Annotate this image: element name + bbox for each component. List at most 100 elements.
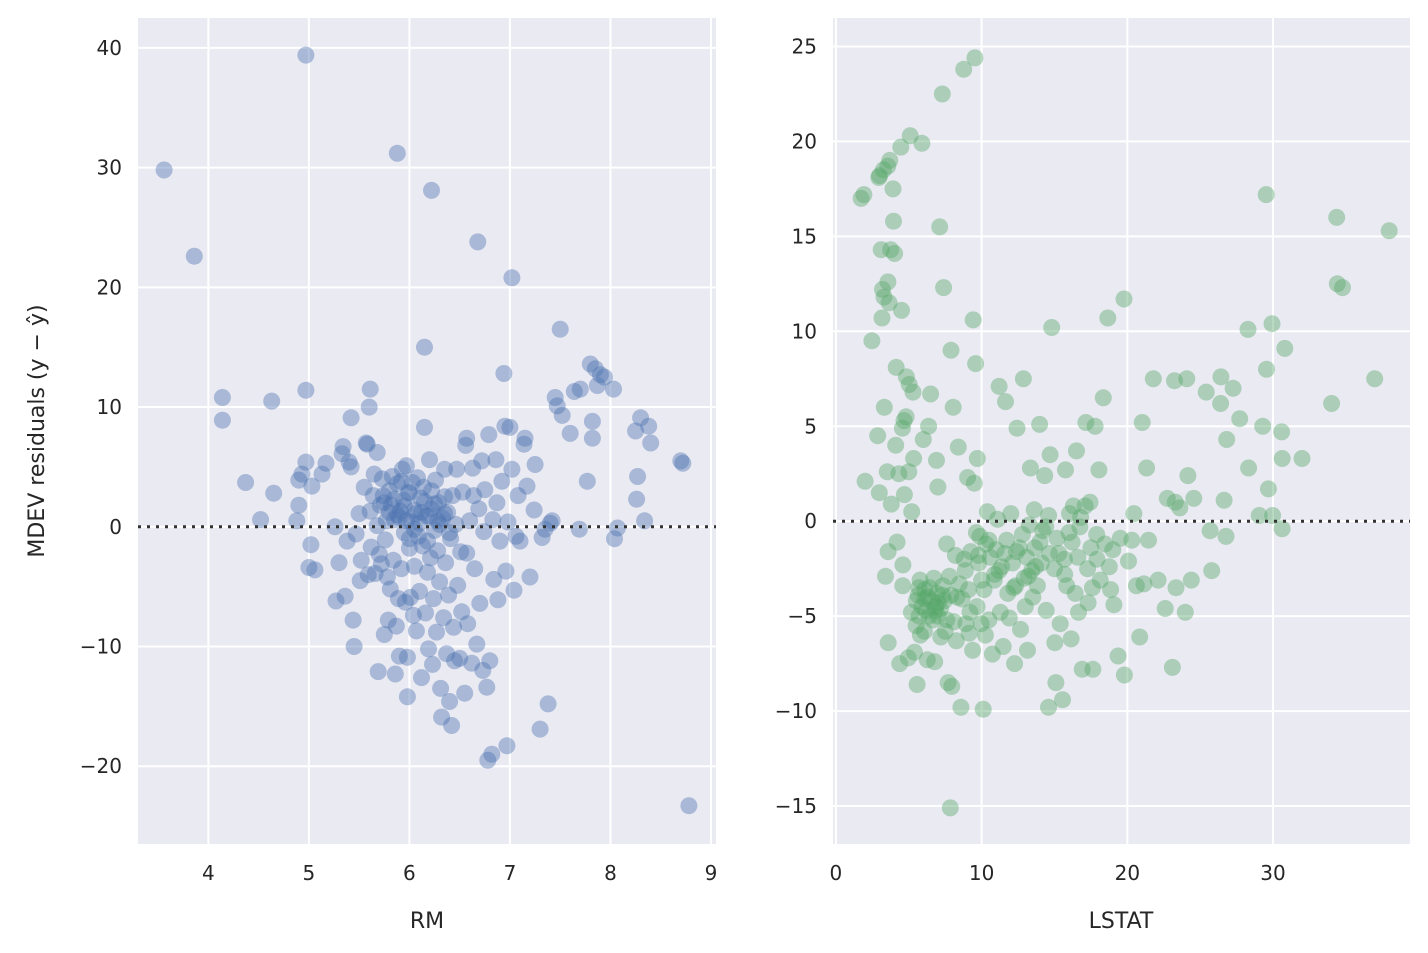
scatter-point: [425, 590, 442, 608]
scatter-point: [980, 611, 998, 629]
scatter-point: [503, 460, 521, 478]
scatter-point: [879, 543, 897, 561]
scatter-point: [442, 530, 460, 548]
scatter-point: [917, 601, 935, 619]
scatter-point: [968, 598, 986, 616]
scatter-point: [400, 530, 418, 548]
scatter-point: [910, 579, 928, 597]
scatter-point: [1088, 550, 1106, 568]
scatter-point: [900, 463, 918, 481]
scatter-point: [1166, 372, 1183, 390]
scatter-point: [480, 426, 498, 444]
scatter-point: [583, 429, 601, 447]
scatter-point: [447, 515, 465, 533]
scatter-point: [505, 581, 523, 599]
scatter-point: [446, 652, 464, 670]
scatter-point: [1263, 315, 1281, 333]
scatter-point: [525, 501, 543, 519]
scatter-point: [347, 525, 365, 543]
scatter-point: [919, 588, 937, 606]
scatter-point: [964, 311, 982, 329]
scatter-point: [1004, 554, 1021, 572]
scatter-point: [882, 495, 900, 513]
x-axis-label: LSTAT: [1089, 909, 1154, 934]
scatter-point: [415, 478, 432, 496]
scatter-point: [419, 532, 436, 550]
scatter-point: [386, 665, 404, 683]
scatter-point: [1197, 383, 1215, 401]
scatter-point: [570, 520, 588, 538]
scatter-point: [1178, 370, 1196, 388]
scatter-point: [1048, 529, 1066, 547]
scatter-point: [1328, 275, 1346, 293]
scatter-point: [440, 586, 458, 604]
scatter-point: [379, 611, 397, 629]
scatter-point: [1099, 309, 1117, 327]
scatter-point: [475, 523, 493, 541]
scatter-point: [938, 535, 956, 553]
y-axis-label: MDEV residuals (y − ŷ): [25, 304, 50, 557]
scatter-point: [874, 281, 891, 298]
scatter-point: [388, 144, 406, 162]
scatter-point: [976, 626, 994, 644]
scatter-point: [875, 398, 893, 416]
scatter-point: [606, 530, 623, 548]
scatter-point: [1120, 552, 1137, 570]
plot-area-background: [138, 18, 716, 844]
scatter-point: [901, 127, 919, 145]
scatter-point: [397, 512, 415, 530]
scatter-point: [911, 571, 929, 589]
scatter-point: [1217, 527, 1235, 545]
scatter-point: [1084, 660, 1102, 678]
scatter-point: [1091, 571, 1109, 589]
scatter-point: [155, 161, 173, 179]
scatter-point: [967, 524, 985, 542]
y-tick-label: 40: [97, 36, 122, 60]
scatter-points: [852, 49, 1398, 817]
scatter-point: [1077, 414, 1095, 431]
y-tick-label: 15: [792, 224, 817, 248]
scatter-point: [1013, 526, 1031, 543]
scatter-point: [326, 518, 344, 536]
scatter-point: [357, 434, 375, 452]
y-tick-label: 0: [109, 515, 122, 539]
scatter-point: [1096, 535, 1114, 553]
scatter-point: [928, 451, 945, 469]
scatter-point: [1127, 577, 1145, 595]
scatter-point: [360, 398, 378, 416]
scatter-point: [411, 514, 428, 532]
scatter-point: [996, 545, 1014, 562]
scatter-point: [1131, 628, 1149, 646]
scatter-point: [941, 799, 959, 817]
scatter-point: [416, 338, 433, 356]
scatter-point: [1061, 505, 1078, 523]
scatter-point: [936, 622, 954, 640]
scatter-point: [1019, 567, 1037, 585]
scatter-point: [441, 693, 459, 710]
scatter-point: [526, 456, 544, 473]
scatter-point: [627, 422, 645, 440]
scatter-point: [980, 531, 998, 549]
scatter-point: [383, 468, 401, 485]
scatter-point: [419, 563, 436, 581]
scatter-point: [387, 617, 405, 635]
scatter-points: [155, 46, 698, 815]
x-tick-labels: 0 10 20 30: [830, 861, 1286, 885]
scatter-point: [925, 569, 943, 587]
scatter-point: [1203, 562, 1221, 580]
scatter-point: [908, 676, 926, 693]
scatter-point: [436, 488, 454, 506]
scatter-point: [293, 465, 311, 483]
scatter-point: [1218, 431, 1236, 448]
scatter-point: [397, 457, 415, 475]
scatter-point: [334, 438, 352, 456]
scatter-point: [457, 436, 475, 454]
scatter-point: [432, 679, 450, 697]
scatter-point: [871, 167, 889, 185]
scatter-point: [968, 450, 986, 467]
scatter-point: [342, 409, 360, 427]
scatter-point: [392, 560, 410, 578]
scatter-point: [636, 512, 654, 530]
scatter-point: [1224, 379, 1242, 397]
scatter-point: [1056, 565, 1074, 583]
